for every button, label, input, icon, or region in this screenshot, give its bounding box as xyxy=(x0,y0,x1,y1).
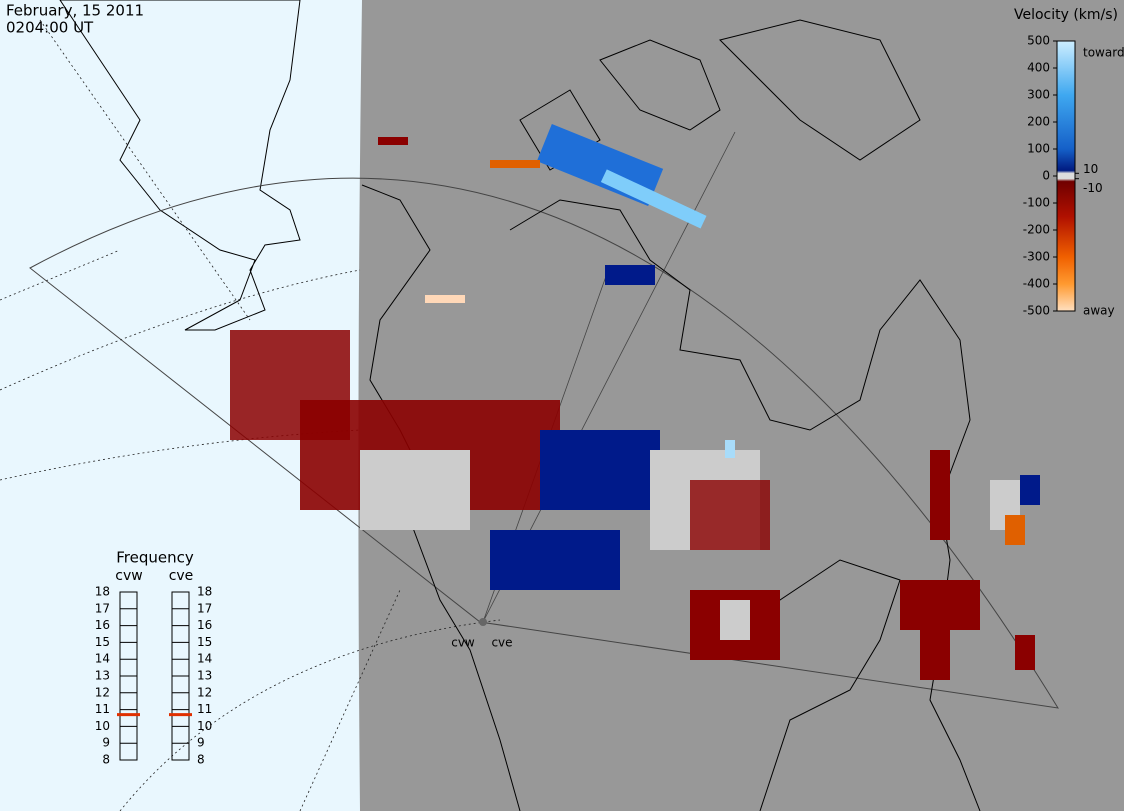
scale-tick-label: -300 xyxy=(1023,250,1050,264)
scale-tick-label: 500 xyxy=(1027,34,1050,48)
freq-tick-label: 11 xyxy=(95,702,110,716)
freq-tick-label: 12 xyxy=(95,685,110,699)
scale-tick-label: -500 xyxy=(1023,304,1050,318)
date: February, 15 2011 xyxy=(6,2,144,20)
scale-tick-label: -200 xyxy=(1023,223,1050,237)
day-ocean xyxy=(0,0,362,811)
radar-name: cve xyxy=(169,568,194,584)
freq-tick-label: 11 xyxy=(197,702,212,716)
scale-bottom-label: away xyxy=(1083,304,1115,318)
freq-tick-label: 10 xyxy=(197,719,212,733)
radar-site xyxy=(479,618,487,626)
freq-tick-label: 8 xyxy=(197,753,205,767)
freq-tick-label: 16 xyxy=(197,618,212,632)
field-of-view xyxy=(29,177,1059,709)
time: 0204:00 UT xyxy=(6,19,94,37)
velocity-scale: Velocity (km/s) toward away 500 400 300 200… xyxy=(1014,7,1124,318)
scale-tick-label: 10 xyxy=(1083,162,1098,176)
land-day xyxy=(59,0,301,331)
frequency-panel: Frequency cvw89101112131415161718cve8910… xyxy=(95,549,213,767)
freq-tick-label: 17 xyxy=(197,601,212,615)
freq-tick-label: 17 xyxy=(95,601,110,615)
scale-tick-label: -10 xyxy=(1083,181,1103,195)
freq-tick-label: 14 xyxy=(95,652,110,666)
site-label: cvw xyxy=(451,636,475,650)
freq-tick-label: 13 xyxy=(95,669,110,683)
scale-tick-label: 100 xyxy=(1027,142,1050,156)
freq-tick-label: 15 xyxy=(197,635,212,649)
freq-tick-label: 15 xyxy=(95,635,110,649)
scale-tick-label: 0 xyxy=(1042,169,1050,183)
scale-title: Velocity (km/s) xyxy=(1014,7,1118,23)
radar-name: cvw xyxy=(115,568,142,584)
freq-tick-label: 16 xyxy=(95,618,110,632)
freq-tick-label: 18 xyxy=(95,585,110,599)
freq-tick-label: 8 xyxy=(102,753,110,767)
scale-top-label: toward xyxy=(1083,46,1124,60)
site-label: cve xyxy=(491,636,512,650)
freq-tick-label: 10 xyxy=(95,719,110,733)
scale-tick-label: 300 xyxy=(1027,88,1050,102)
scale-tick-label: 200 xyxy=(1027,115,1050,129)
scale-tick-label: -400 xyxy=(1023,277,1050,291)
freq-tick-label: 9 xyxy=(197,736,205,750)
scale-tick-label: -100 xyxy=(1023,196,1050,210)
freq-tick-label: 12 xyxy=(197,685,212,699)
freq-tick-label: 14 xyxy=(197,652,212,666)
colorbar xyxy=(1056,40,1076,312)
freq-tick-label: 13 xyxy=(197,669,212,683)
freq-tick-label: 9 xyxy=(102,736,110,750)
velocity-cells xyxy=(230,123,1040,680)
freq-tick-label: 18 xyxy=(197,585,212,599)
scale-tick-label: 400 xyxy=(1027,61,1050,75)
freq-title: Frequency xyxy=(116,549,194,567)
